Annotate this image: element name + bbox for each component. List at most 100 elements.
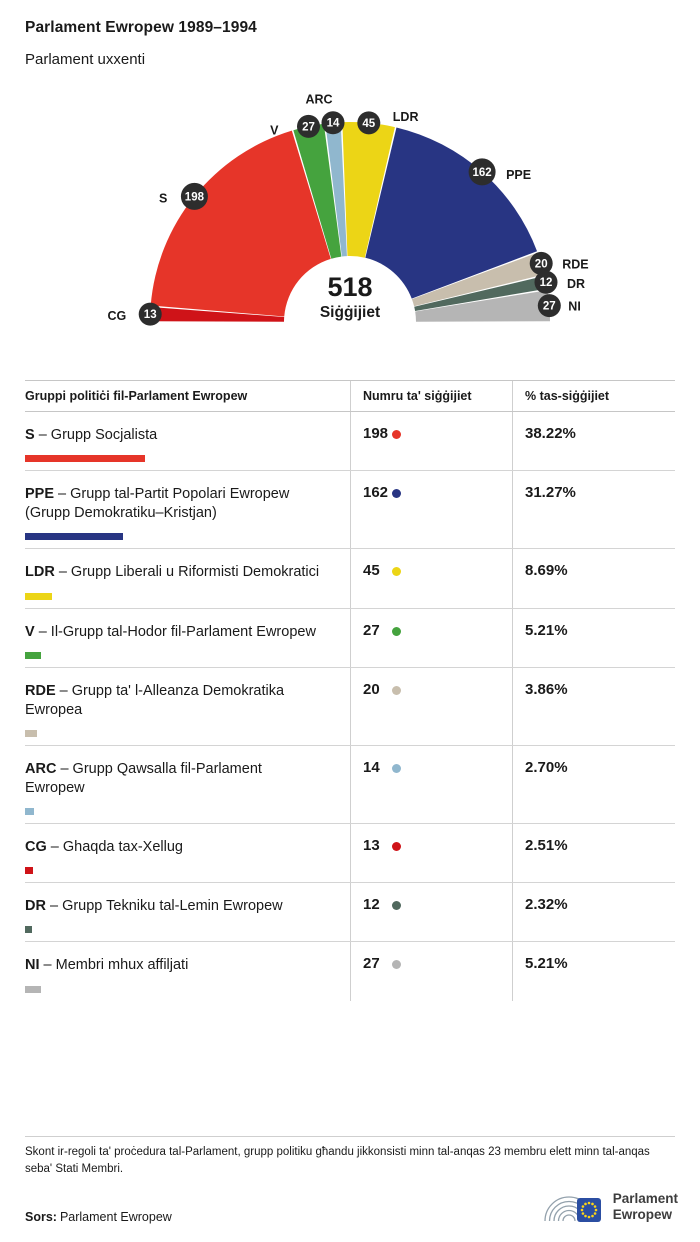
group-name-cell: LDR – Grupp Liberali u Riformisti Demokr…: [25, 549, 350, 607]
group-name-cell: CG – Ghaqda tax-Xellug: [25, 824, 350, 882]
seat-count: 13: [363, 837, 380, 855]
group-name: RDE – Grupp ta' l-Alleanza Demokratika E…: [25, 682, 285, 718]
group-label-V: V: [270, 123, 279, 137]
group-label-CG: CG: [107, 309, 126, 323]
seat-badge-LDR: [357, 111, 381, 135]
pct-bar: [25, 729, 38, 737]
group-label-DR: DR: [567, 277, 585, 291]
pct-bar: [25, 926, 33, 934]
group-name-cell: RDE – Grupp ta' l-Alleanza Demokratika E…: [25, 668, 350, 745]
col-header-groups: Gruppi politiċi fil-Parlament Ewropew: [25, 389, 248, 403]
color-dot: [392, 901, 401, 911]
seat-badge-value-V: 27: [302, 121, 315, 133]
total-seats-label: Siġġijiet: [320, 304, 380, 321]
seat-badge-CG: [138, 302, 162, 326]
group-name-cell: V – Il-Grupp tal-Hodor fil-Parlament Ewr…: [25, 609, 350, 667]
pct-value: 5.21%: [512, 608, 675, 667]
group-name: ARC – Grupp Qawsalla fil-Parlament Ewrop…: [25, 760, 262, 796]
footer-divider: [25, 1136, 675, 1137]
pct-value: 8.69%: [512, 549, 675, 608]
seat-count: 12: [363, 896, 380, 914]
groups-table-body: S – Grupp Socjalista 198 38.22% PPE – Grupp…: [25, 412, 675, 1001]
eu-flag: [576, 1198, 601, 1222]
group-name-cell: NI – Membri mhux affiljati: [25, 942, 350, 1000]
seats-cell: 27: [350, 942, 512, 1001]
pct-value: 38.22%: [512, 412, 675, 471]
hemicycle-badges: 13 198 27 14 45 162 20 12 27: [138, 111, 561, 326]
hemicycle-segment-CG: [150, 307, 285, 322]
seats-cell: 45: [350, 549, 512, 608]
table-row-NI: NI – Membri mhux affiljati 27 5.21%: [25, 942, 675, 1001]
table-row-CG: CG – Ghaqda tax-Xellug 13 2.51%: [25, 824, 675, 884]
group-name: DR – Grupp Tekniku tal-Lemin Ewropew: [25, 898, 283, 915]
seat-badge-value-CG: 13: [144, 309, 157, 321]
group-label-S: S: [159, 191, 167, 205]
group-label-ARC: ARC: [305, 93, 332, 107]
seat-badge-ARC: [321, 111, 345, 135]
footnote: Skont ir-regoli ta' proċedura tal-Parlam…: [25, 1146, 650, 1175]
hemicycle-segment-LDR: [342, 122, 395, 258]
ep-logo-text: Parlament Ewropew: [613, 1191, 678, 1224]
seat-count: 14: [363, 758, 380, 776]
pct-bar: [25, 808, 34, 816]
seat-count: 20: [363, 680, 380, 698]
hemicycle-chart: 13 198 27 14 45 162 20 12 27 CG S V ARC LDR PPE RDE DR N…: [107, 93, 589, 326]
total-seats: 518: [327, 272, 372, 302]
color-dot: [392, 842, 401, 852]
group-name: S – Grupp Socjalista: [25, 427, 158, 443]
seat-count: 162: [363, 484, 389, 502]
table-row-S: S – Grupp Socjalista 198 38.22%: [25, 412, 675, 472]
pct-value: 5.21%: [512, 942, 675, 1001]
group-name: LDR – Grupp Liberali u Riformisti Demokr…: [25, 564, 320, 581]
seats-cell: 20: [350, 667, 512, 745]
seats-cell: 12: [350, 883, 512, 942]
color-dot: [392, 763, 401, 773]
pct-value: 2.32%: [512, 883, 675, 942]
table-row-DR: DR – Grupp Tekniku tal-Lemin Ewropew 12 2.…: [25, 883, 675, 943]
seats-cell: 198: [350, 412, 512, 471]
hemicycle-segment-DR: [414, 275, 548, 311]
group-name: PPE – Grupp tal-Partit Popolari Ewropew …: [25, 486, 290, 522]
table-row-LDR: LDR – Grupp Liberali u Riformisti Demokr…: [25, 549, 675, 609]
table-row-V: V – Il-Grupp tal-Hodor fil-Parlament Ewr…: [25, 608, 675, 668]
col-header-pct: % tas-siġġijiet: [512, 381, 675, 411]
hemicycle-labels: CG S V ARC LDR PPE RDE DR NI: [107, 93, 588, 323]
seat-badge-value-ARC: 14: [327, 118, 340, 130]
table-header-row: Gruppi politiċi fil-Parlament Ewropew Nu…: [25, 381, 675, 412]
seat-count: 45: [363, 562, 380, 580]
color-dot: [392, 626, 401, 636]
color-dot: [392, 960, 401, 970]
seat-badge-value-S: 198: [185, 191, 205, 203]
seat-count: 27: [363, 621, 380, 639]
pct-bar: [25, 592, 53, 600]
seat-badge-RDE: [529, 251, 553, 275]
hemicycle-segment-S: [150, 130, 331, 317]
seats-cell: 14: [350, 745, 512, 824]
group-name-cell: ARC – Grupp Qawsalla fil-Parlament Ewrop…: [25, 746, 350, 823]
hemicycle-segments: [150, 122, 550, 322]
seat-count: 27: [363, 955, 380, 973]
group-name: V – Il-Grupp tal-Hodor fil-Parlament Ewr…: [25, 623, 316, 640]
group-name-cell: PPE – Grupp tal-Partit Popolari Ewropew …: [25, 471, 350, 548]
seat-count: 198: [363, 425, 389, 442]
col-header-seats: Numru ta' siġġijiet: [350, 381, 512, 411]
ep-logo-line2: Ewropew: [612, 1207, 672, 1222]
pct-value: 31.27%: [512, 471, 675, 549]
table-row-RDE: RDE – Grupp ta' l-Alleanza Demokratika E…: [25, 667, 675, 746]
seat-badge-value-LDR: 45: [362, 118, 375, 130]
group-name-cell: DR – Grupp Tekniku tal-Lemin Ewropew: [25, 883, 350, 941]
page-subtitle: Parlament uxxenti: [25, 51, 146, 68]
seats-cell: 13: [350, 824, 512, 883]
pct-bar: [25, 867, 33, 875]
ep-logo-icon: [544, 1196, 601, 1222]
page-title: Parlament Ewropew 1989–1994: [25, 19, 257, 36]
pct-bar: [25, 651, 42, 659]
seat-badge-V: [297, 114, 320, 138]
group-name-cell: S – Grupp Socjalista: [25, 412, 350, 470]
color-dot: [392, 685, 401, 695]
pct-value: 2.51%: [512, 824, 675, 883]
group-name: NI – Membri mhux affiljati: [25, 957, 189, 974]
seat-badge-DR: [534, 270, 558, 294]
source-line: Sors: Parlament Ewropew: [25, 1210, 172, 1224]
